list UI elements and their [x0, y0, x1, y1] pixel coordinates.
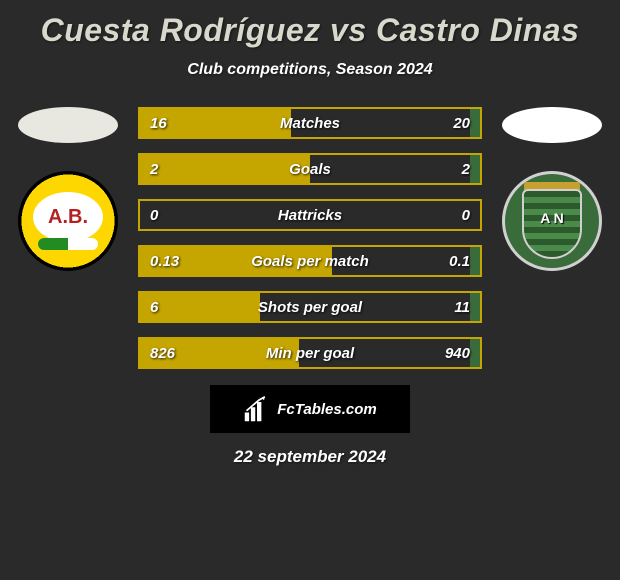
player-left-oval	[18, 107, 118, 143]
main-row: A.B. 16Matches202Goals20Hattricks00.13Go…	[8, 107, 612, 369]
player-left-column: A.B.	[8, 107, 128, 271]
stat-fill-right	[470, 339, 480, 367]
stat-label: Matches	[280, 115, 340, 132]
stat-fill-right	[470, 109, 480, 137]
stat-bar: 0.13 Goals per match 0.1	[138, 245, 482, 277]
footer-brand-box: FcTables.com	[210, 385, 410, 433]
stat-fill-right	[470, 293, 480, 321]
stat-fill-right	[470, 247, 480, 275]
player-right-column: A N	[492, 107, 612, 271]
stat-value-left: 0	[150, 207, 158, 224]
stat-fill-right	[470, 155, 480, 183]
stat-value-right: 2	[462, 161, 470, 178]
date-text: 22 september 2024	[234, 447, 386, 467]
footer-brand-text: FcTables.com	[277, 401, 376, 418]
infographic-container: Cuesta Rodríguez vs Castro Dinas Club co…	[0, 0, 620, 479]
badge-left-text: A.B.	[33, 192, 103, 242]
stat-label: Goals per match	[251, 253, 369, 270]
player-right-oval	[502, 107, 602, 143]
stat-value-right: 0.1	[449, 253, 470, 270]
stat-bar: 16 Matches 20	[138, 107, 482, 139]
comparison-title: Cuesta Rodríguez vs Castro Dinas	[41, 12, 580, 49]
stat-bar: 2 Goals 2	[138, 153, 482, 185]
stat-value-right: 940	[445, 345, 470, 362]
stat-value-right: 20	[453, 115, 470, 132]
stat-bar: 6 Shots per goal 11	[138, 291, 482, 323]
stat-fill-left	[140, 155, 310, 183]
badge-right-text: A N	[540, 210, 564, 226]
team-badge-left: A.B.	[18, 171, 118, 271]
stat-value-right: 11	[454, 299, 470, 316]
stat-value-left: 16	[150, 115, 167, 132]
stat-value-left: 2	[150, 161, 158, 178]
stat-label: Hattricks	[278, 207, 342, 224]
subtitle: Club competitions, Season 2024	[187, 61, 432, 79]
stat-value-left: 6	[150, 299, 158, 316]
stat-label: Min per goal	[266, 345, 354, 362]
stat-value-left: 0.13	[150, 253, 179, 270]
stats-column: 16Matches202Goals20Hattricks00.13Goals p…	[138, 107, 482, 369]
badge-left-stripe	[38, 238, 98, 250]
stat-label: Goals	[289, 161, 331, 178]
fctables-logo-icon	[243, 395, 271, 423]
stat-bar: 0 Hattricks 0	[138, 199, 482, 231]
stat-bar: 826 Min per goal 940	[138, 337, 482, 369]
stat-label: Shots per goal	[258, 299, 362, 316]
stat-value-left: 826	[150, 345, 175, 362]
team-badge-right: A N	[502, 171, 602, 271]
stat-value-right: 0	[462, 207, 470, 224]
